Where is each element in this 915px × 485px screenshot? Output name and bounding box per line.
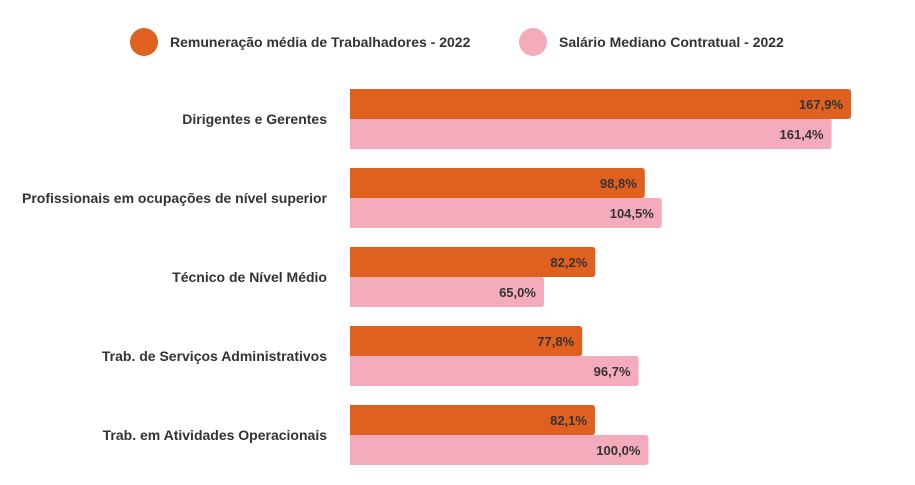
category-label: Trab. de Serviços Administrativos	[102, 348, 327, 364]
legend: Remuneração média de Trabalhadores - 202…	[130, 28, 784, 56]
bar-series2-4	[350, 356, 639, 386]
bar-series1-2	[350, 168, 645, 198]
bar-series1-5	[350, 405, 595, 435]
legend-label-1: Remuneração média de Trabalhadores - 202…	[170, 34, 471, 50]
value-label-series2-4: 96,7%	[594, 364, 631, 379]
bar-series1-1	[350, 89, 851, 119]
value-label-series1-1: 167,9%	[799, 97, 844, 112]
category-label: Profissionais em ocupações de nível supe…	[22, 190, 328, 206]
data-labels: 167,9% 98,8% 82,2% 77,8% 82,1% 161,4% 104,5% 65…	[499, 97, 843, 458]
category-label: Trab. em Atividades Operacionais	[103, 427, 328, 443]
category-label: Técnico de Nível Médio	[172, 269, 327, 285]
value-label-series2-2: 104,5%	[610, 206, 655, 221]
value-label-series2-5: 100,0%	[596, 443, 641, 458]
bar-series2-3	[350, 277, 544, 307]
value-label-series1-4: 77,8%	[537, 334, 574, 349]
bar-series2-2	[350, 198, 662, 228]
bar-series1-4	[350, 326, 583, 356]
legend-swatch-2	[519, 28, 547, 56]
bar-series2-5	[350, 435, 649, 465]
bars	[350, 89, 851, 465]
value-label-series1-2: 98,8%	[600, 176, 637, 191]
value-label-series1-5: 82,1%	[550, 413, 587, 428]
value-label-series1-3: 82,2%	[550, 255, 587, 270]
value-label-series2-3: 65,0%	[499, 285, 536, 300]
category-label: Dirigentes e Gerentes	[182, 111, 327, 127]
legend-swatch-1	[130, 28, 158, 56]
value-label-series2-1: 161,4%	[780, 127, 825, 142]
category-axis: Dirigentes e Gerentes Profissionais em oc…	[22, 111, 328, 443]
bar-series1-3	[350, 247, 596, 277]
bar-series2-1	[350, 119, 832, 149]
legend-label-2: Salário Mediano Contratual - 2022	[559, 34, 784, 50]
